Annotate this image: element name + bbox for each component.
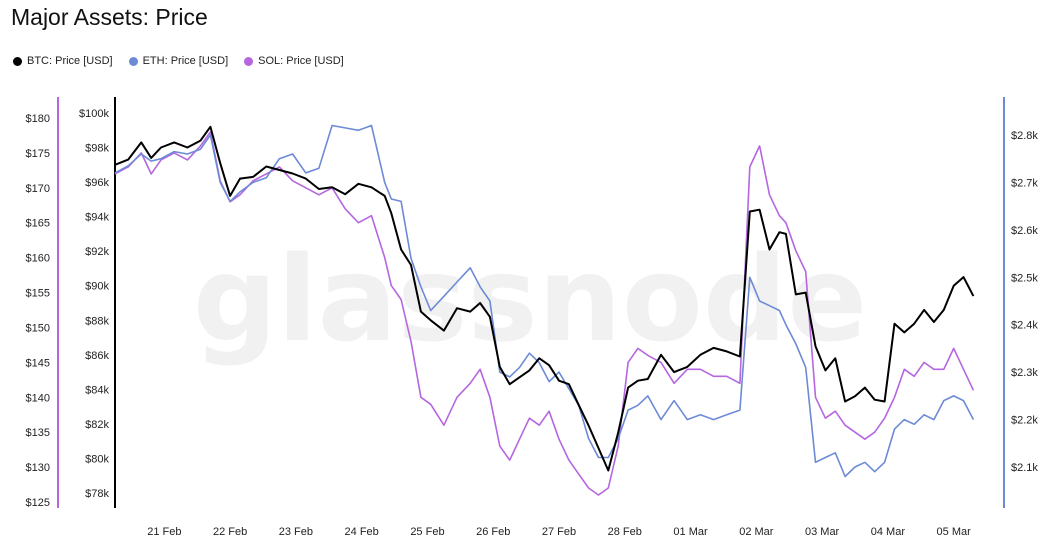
- x-tick-label: 24 Feb: [345, 526, 379, 538]
- btc-tick-label: $94k: [85, 212, 109, 224]
- chart-series: [114, 124, 975, 496]
- btc-tick-label: $80k: [85, 453, 109, 465]
- series-line-btc: [114, 125, 975, 472]
- eth-tick-label: $2.3k: [1011, 367, 1038, 379]
- legend-item-sol[interactable]: SOL: Price [USD]: [244, 55, 344, 67]
- btc-tick-label: $90k: [85, 281, 109, 293]
- sol-tick-label: $150: [26, 322, 50, 334]
- eth-tick-label: $2.1k: [1011, 462, 1038, 474]
- x-tick-label: 05 Mar: [937, 526, 972, 538]
- chart-legend: BTC: Price [USD] ETH: Price [USD] SOL: P…: [13, 55, 344, 67]
- legend-dot-btc: [13, 56, 22, 66]
- sol-tick-label: $155: [26, 288, 50, 300]
- x-tick-label: 25 Feb: [410, 526, 444, 538]
- eth-tick-label: $2.2k: [1011, 415, 1038, 427]
- legend-dot-eth: [128, 56, 138, 66]
- eth-tick-label: $2.4k: [1011, 320, 1038, 332]
- eth-tick-label: $2.7k: [1011, 177, 1038, 189]
- btc-tick-label: $86k: [85, 350, 109, 362]
- sol-tick-label: $165: [26, 218, 50, 230]
- eth-tick-label: $2.8k: [1011, 130, 1038, 142]
- sol-tick-label: $130: [26, 462, 50, 474]
- x-tick-label: 02 Mar: [739, 526, 774, 538]
- sol-tick-label: $145: [26, 357, 50, 369]
- x-tick-label: 22 Feb: [213, 526, 247, 538]
- watermark: glassnode: [193, 230, 868, 368]
- series-line-sol: [114, 131, 975, 496]
- x-tick-label: 01 Mar: [673, 526, 708, 538]
- x-tick-label: 23 Feb: [279, 526, 313, 538]
- sol-tick-label: $180: [26, 113, 50, 125]
- sol-tick-label: $160: [26, 253, 50, 265]
- eth-tick-label: $2.5k: [1011, 272, 1038, 284]
- x-tick-label: 04 Mar: [871, 526, 906, 538]
- btc-tick-label: $98k: [85, 143, 109, 155]
- legend-item-btc[interactable]: BTC: Price [USD]: [13, 55, 113, 67]
- sol-tick-label: $140: [26, 392, 50, 404]
- legend-item-eth[interactable]: ETH: Price [USD]: [128, 55, 229, 67]
- btc-tick-label: $92k: [85, 246, 109, 258]
- btc-tick-label: $82k: [85, 419, 109, 431]
- chart-axes: $100k $98k $96k $94k $92k $90k $88k $86k $84k $82…: [26, 97, 1038, 538]
- x-tick-label: 03 Mar: [805, 526, 840, 538]
- x-tick-label: 27 Feb: [542, 526, 576, 538]
- legend-label-eth: ETH: Price [USD]: [142, 55, 229, 67]
- sol-tick-label: $170: [26, 183, 50, 195]
- btc-tick-label: $88k: [85, 315, 109, 327]
- legend-label-btc: BTC: Price [USD]: [27, 55, 113, 67]
- series-line-eth: [114, 124, 975, 478]
- eth-tick-label: $2.6k: [1011, 225, 1038, 237]
- x-tick-label: 26 Feb: [476, 526, 510, 538]
- btc-tick-label: $78k: [85, 488, 109, 500]
- btc-tick-label: $84k: [85, 384, 109, 396]
- sol-tick-label: $175: [26, 148, 50, 160]
- legend-dot-sol: [244, 56, 254, 66]
- sol-tick-label: $135: [26, 427, 50, 439]
- x-tick-label: 28 Feb: [608, 526, 642, 538]
- btc-tick-label: $96k: [85, 177, 109, 189]
- x-tick-label: 21 Feb: [147, 526, 181, 538]
- chart-title: Major Assets: Price: [11, 4, 208, 30]
- sol-tick-label: $125: [26, 497, 50, 509]
- btc-tick-label: $100k: [79, 108, 109, 120]
- legend-label-sol: SOL: Price [USD]: [258, 55, 344, 67]
